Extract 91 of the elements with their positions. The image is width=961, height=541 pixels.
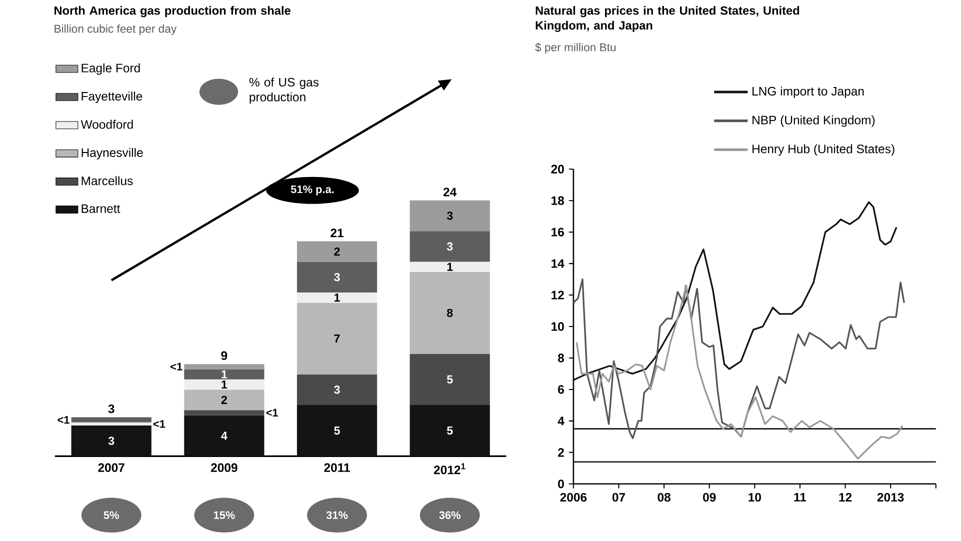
chart-subtitle: Billion cubic feet per day <box>54 24 177 35</box>
line-series <box>572 278 906 439</box>
bar <box>184 369 264 380</box>
bar <box>71 417 152 422</box>
y-tick-label: 10 <box>552 322 564 331</box>
bar <box>184 390 264 410</box>
legend-label: Fayetteville <box>82 91 142 103</box>
data-label: 3 <box>334 385 340 394</box>
data-label: 3 <box>446 211 453 220</box>
bar <box>410 404 490 456</box>
legend-label: Henry Hub (United States) <box>752 144 894 156</box>
x-tick-label: 2007 <box>98 463 124 472</box>
bar <box>410 272 490 354</box>
data-label: 3 <box>446 242 453 250</box>
text: 15% <box>214 511 235 519</box>
legend-label: Haynesville <box>82 148 143 160</box>
y-tick-label: 12 <box>552 290 564 300</box>
data-label: <1 <box>153 420 166 428</box>
x-tick-label: 10 <box>748 492 761 502</box>
y-tick-label: 6 <box>558 385 564 394</box>
text: % of US gas production <box>249 77 319 104</box>
data-label: 8 <box>446 308 453 317</box>
bar <box>296 374 378 405</box>
data-label: 4 <box>221 432 228 440</box>
bar <box>410 230 490 262</box>
data-label: 5 <box>446 375 453 384</box>
data-label: <1 <box>58 416 70 424</box>
bar <box>184 379 264 390</box>
bar <box>296 404 378 456</box>
total-label: 21 <box>330 228 344 238</box>
text: 51% p.a. <box>290 185 334 196</box>
data-label: <1 <box>266 408 278 416</box>
data-label: 1 <box>222 370 228 378</box>
legend-label: Woodford <box>80 120 133 129</box>
bar <box>184 364 264 370</box>
y-tick-label: 4 <box>558 416 564 426</box>
line-series <box>576 284 904 460</box>
data-label: 5 <box>334 426 340 435</box>
text: 36% <box>439 511 461 519</box>
x-tick-label: 2009 <box>210 463 238 472</box>
chart-subtitle: $ per million Btu <box>535 42 616 54</box>
x-tick-label: 2013 <box>877 492 904 502</box>
data-label: 2 <box>221 396 227 404</box>
y-tick-label: 16 <box>552 228 564 236</box>
y-tick-label: 14 <box>552 259 564 268</box>
data-label: 2 <box>334 247 340 256</box>
bar <box>184 410 264 416</box>
bar <box>296 262 378 292</box>
total-label: 3 <box>108 404 114 414</box>
legend-label: LNG import to Japan <box>752 86 864 98</box>
y-tick-label: 2 <box>558 448 564 457</box>
bar <box>71 425 152 456</box>
y-tick-label: 8 <box>558 354 564 362</box>
chart-title: Natural gas prices in the United States, United Kingdom, and Japan <box>536 6 800 32</box>
bar <box>296 241 378 262</box>
x-tick-label: 07 <box>612 492 626 502</box>
x-tick-label: 2011 <box>324 463 350 472</box>
line-series <box>572 201 898 381</box>
data-label: 1 <box>447 262 453 271</box>
x-tick-label: 08 <box>658 492 670 502</box>
bar <box>184 415 264 456</box>
x-tick-label: 2006 <box>560 492 587 502</box>
legend-label: NBP (United Kingdom) <box>752 115 875 127</box>
y-tick-label: 0 <box>558 479 564 488</box>
legend-label: Eagle Ford <box>82 63 140 75</box>
data-label: <1 <box>170 362 182 370</box>
bar <box>410 200 490 231</box>
bar <box>410 354 490 405</box>
x-tick-label: 12 <box>839 492 852 502</box>
legend-label: Barnett <box>82 204 120 213</box>
x-tick-label: 11 <box>794 492 806 502</box>
total-label: 9 <box>221 351 228 360</box>
bar <box>296 292 378 303</box>
x-tick-label: 2012$^{1}$ <box>434 463 466 474</box>
bar <box>71 422 152 426</box>
bar <box>410 262 490 272</box>
data-label: 3 <box>108 436 114 445</box>
bar <box>296 302 378 374</box>
x-tick-label: 09 <box>703 492 716 502</box>
data-label: 1 <box>222 380 228 388</box>
data-label: 1 <box>334 293 340 302</box>
total-label: 24 <box>443 188 457 196</box>
data-label: 7 <box>334 334 340 342</box>
text: 5% <box>104 511 119 519</box>
y-tick-label: 18 <box>552 196 564 205</box>
data-label: 3 <box>334 272 340 282</box>
legend-label: Marcellus <box>82 176 133 186</box>
chart-title: North America gas production from shale <box>54 6 290 18</box>
data-label: 5 <box>446 426 453 435</box>
y-tick-label: 20 <box>551 164 564 174</box>
text: 31% <box>326 511 348 519</box>
